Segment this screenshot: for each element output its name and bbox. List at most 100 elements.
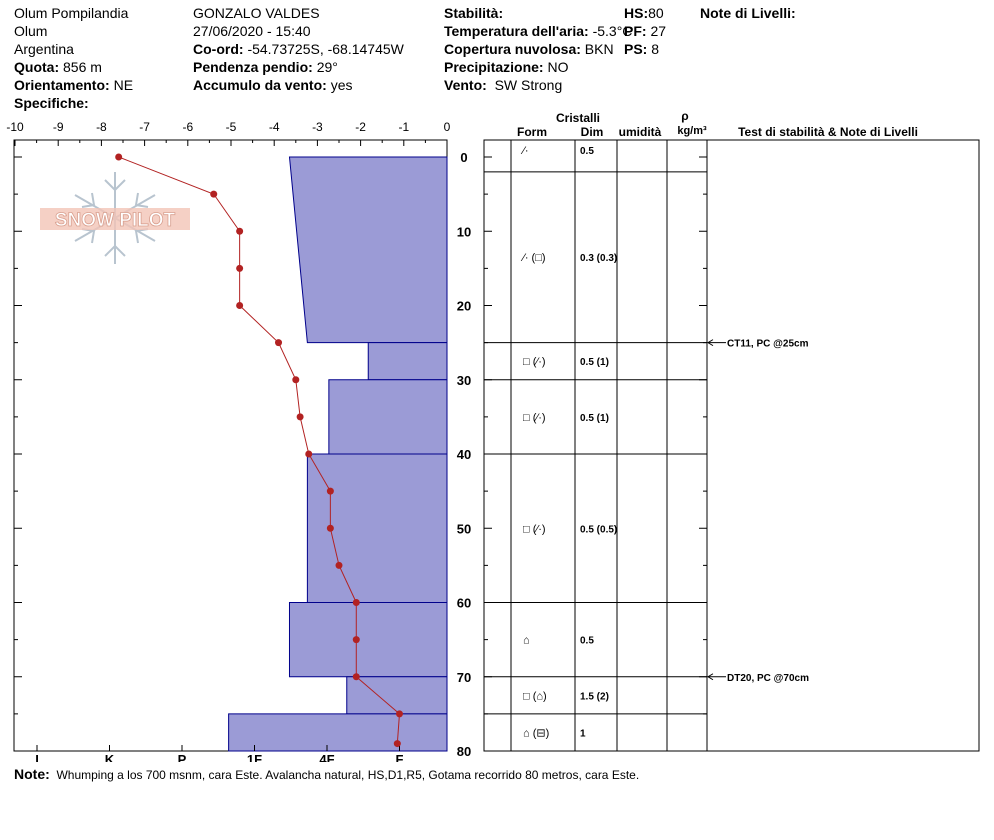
hardness-tick-label: F (396, 752, 404, 762)
temperature-point (352, 636, 360, 644)
temperature-point (210, 190, 218, 198)
air-temp-label: Temperatura dell'aria: (444, 23, 589, 39)
temp-tick-label: -10 (6, 120, 24, 134)
form-header: Form (517, 125, 547, 139)
pf: PF: 27 (624, 22, 666, 40)
hs: HS:80 (624, 4, 664, 22)
layer-size: 0.5 (1) (580, 413, 609, 424)
air-temp-value: -5.3°C (592, 23, 633, 39)
coords: Co-ord: -54.73725S, -68.14745W (193, 40, 404, 58)
ps: PS: 8 (624, 40, 659, 58)
temp-tick-label: 0 (444, 120, 451, 134)
watermark-text: SNOW PILOT (55, 210, 176, 231)
layer-form: □ (⁄·) (523, 356, 546, 368)
layer-table-frame (483, 139, 980, 752)
density-unit-header: kg/m³ (677, 125, 707, 137)
observer: GONZALO VALDES (193, 5, 320, 21)
layer-form: □ (⁄·) (523, 412, 546, 424)
hs-label: HS: (624, 5, 649, 21)
cloud-cover: Copertura nuvolosa: BKN (444, 40, 614, 58)
layer-notes: Note di Livelli: (700, 4, 796, 22)
temp-tick-label: -6 (182, 120, 193, 134)
temperature-point (236, 264, 244, 272)
layer-form: ⌂ (⊟) (523, 727, 549, 739)
temp-tick-label: -3 (312, 120, 323, 134)
temperature-point (352, 673, 360, 681)
site: Olum (14, 23, 48, 39)
ps-label: PS: (624, 41, 648, 57)
hardness-layer-6 (228, 713, 448, 752)
layer-size: 1.5 (2) (580, 691, 609, 702)
temperature-point (395, 710, 403, 718)
layer-form: ⁄· (□) (520, 252, 546, 264)
slope-value: 29° (316, 59, 338, 75)
note-label: Note: (14, 766, 50, 782)
temperature-point (236, 302, 244, 309)
stability: Stabilità: (444, 4, 503, 22)
temperature-point (335, 561, 343, 569)
temperature-point (115, 153, 123, 161)
elevation-label: Quota: (14, 59, 60, 75)
temp-tick-label: -2 (355, 120, 366, 134)
size-header: Dim (581, 125, 604, 139)
wind-loading: Accumulo da vento: yes (193, 76, 352, 94)
wind-loading-label: Accumulo da vento: (193, 77, 327, 93)
hardness-layer-2 (328, 379, 448, 455)
hardness-layer-5 (346, 676, 448, 715)
hardness-tick-label: P (178, 752, 187, 762)
cloud-value: BKN (584, 41, 614, 57)
snow-profile-chart: SNOW PILOT -10 -9 -8 -7 -6 -5 -4 -3 -2 -1 0 I K P 1F 4… (6, 109, 980, 762)
air-temp: Temperatura dell'aria: -5.3°C (444, 22, 632, 40)
temp-tick-label: -4 (269, 120, 280, 134)
aspect: Orientamento: NE (14, 76, 133, 94)
pf-value: 27 (650, 23, 667, 39)
depth-tick-label: 30 (457, 373, 471, 388)
wind: Vento: SW Strong (444, 76, 562, 94)
specifics: Specifiche: (14, 94, 89, 112)
temp-tick-label: -5 (226, 120, 237, 134)
pf-label: PF: (624, 23, 647, 39)
tests-header: Test di stabilità & Note di Livelli (738, 125, 918, 139)
layer-size: 0.3 (0.3) (580, 253, 617, 264)
temp-tick-label: -9 (53, 120, 64, 134)
layer-size: 0.5 (580, 146, 594, 157)
hardness-tick-label: I (35, 752, 39, 762)
temperature-point (236, 227, 244, 235)
temperature-point (352, 599, 360, 606)
stability-test-label: DT20, PC @70cm (727, 673, 809, 684)
specifics-label: Specifiche: (14, 95, 89, 111)
temperature-point (275, 339, 283, 347)
test-arrowhead (707, 673, 714, 681)
layer-form: □ (⁄·) (523, 523, 546, 535)
depth-tick-label: 10 (457, 224, 471, 239)
elevation-value: 856 m (63, 59, 102, 75)
aspect-value: NE (113, 77, 134, 93)
depth-tick-label: 0 (460, 150, 467, 165)
hardness-tick-label: 4F (319, 752, 334, 762)
precipitation: Precipitazione: NO (444, 58, 568, 76)
layer-size: 0.5 (580, 636, 594, 647)
depth-tick-label: 50 (457, 521, 471, 536)
hardness-layer-4 (288, 602, 448, 678)
layer-form: ⌂ (523, 635, 530, 647)
hs-value: 80 (648, 5, 664, 21)
note: Note: Whumping a los 700 msnm, cara Este… (14, 766, 639, 782)
hardness-layer-0 (288, 156, 448, 344)
elevation: Quota: 856 m (14, 58, 102, 76)
temperature-point (305, 450, 313, 458)
note-text: Whumping a los 700 msnm, cara Este. Aval… (56, 768, 640, 782)
table-column-dividers (510, 140, 708, 751)
temp-tick-label: -7 (139, 120, 150, 134)
datetime: 27/06/2020 - 15:40 (193, 23, 311, 39)
watermark-band (40, 208, 190, 230)
stability-label: Stabilità: (444, 5, 504, 21)
layer-form: ⁄· (520, 145, 529, 157)
slope-label: Pendenza pendio: (193, 59, 313, 75)
temperature-point (326, 487, 334, 495)
hardness-tick-label: K (105, 752, 115, 762)
crystals-header: Cristalli (556, 111, 600, 125)
depth-tick-label: 70 (457, 670, 471, 685)
layer-size: 0.5 (0.5) (580, 524, 617, 535)
test-arrowhead (707, 339, 714, 347)
layer-size: 1 (580, 728, 586, 739)
